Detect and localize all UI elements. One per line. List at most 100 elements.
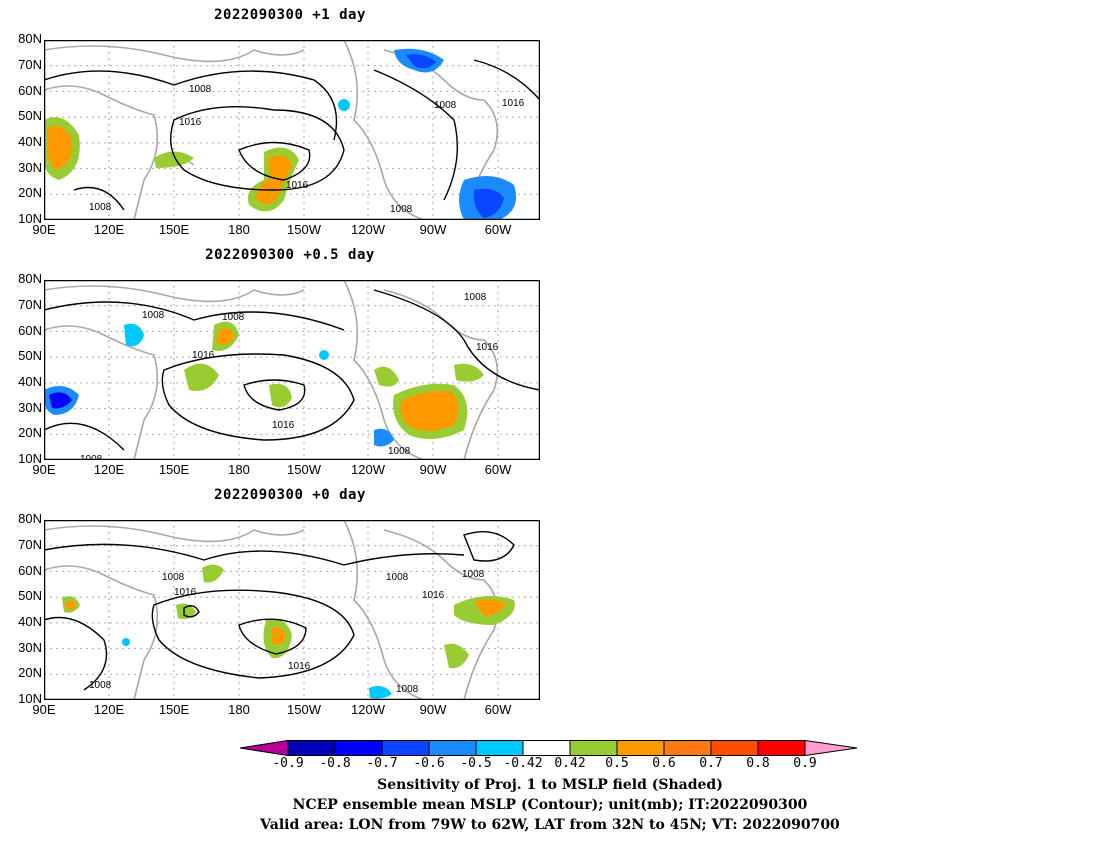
lat-label: 80N bbox=[18, 31, 42, 46]
lon-label: 60W bbox=[484, 702, 512, 717]
sensitivity-shading bbox=[44, 321, 484, 447]
colorbar-swatch bbox=[476, 740, 523, 756]
lon-label: 120E bbox=[93, 702, 125, 717]
lat-label: 20N bbox=[18, 425, 42, 440]
lon-label: 180 bbox=[228, 462, 250, 477]
lon-label: 150W bbox=[287, 462, 321, 477]
lon-label: 120W bbox=[351, 462, 385, 477]
caption-sensitivity: Sensitivity of Proj. 1 to MSLP field (Sh… bbox=[377, 777, 723, 793]
colorbar bbox=[240, 740, 858, 756]
colorbar-label: -0.6 bbox=[413, 756, 445, 771]
lat-label: 20N bbox=[18, 185, 42, 200]
contour-label: 1008 bbox=[222, 312, 245, 323]
contour-labels: 1008 1016 1008 1008 1016 1016 1008 1008 bbox=[89, 569, 485, 695]
map-panel-plus1day: 1008 1016 1008 1016 1016 1008 1008 bbox=[44, 40, 540, 220]
mslp-contours bbox=[44, 531, 515, 691]
contour-label: 1008 bbox=[189, 84, 212, 95]
lon-label: 90E bbox=[32, 462, 56, 477]
lat-label: 40N bbox=[18, 134, 42, 149]
coastlines bbox=[44, 280, 499, 460]
lat-label: 60N bbox=[18, 83, 42, 98]
contour-labels: 1008 1016 1008 1016 1016 1008 1008 bbox=[89, 84, 525, 215]
contour-label: 1016 bbox=[286, 180, 309, 191]
lat-label: 50N bbox=[18, 588, 42, 603]
lat-label: 10N bbox=[18, 451, 42, 466]
contour-label: 1008 bbox=[464, 292, 487, 303]
sensitivity-shading bbox=[62, 564, 515, 699]
lat-label: 60N bbox=[18, 563, 42, 578]
sensitivity-shading bbox=[44, 48, 517, 220]
map-frame bbox=[44, 520, 540, 700]
contour-label: 1008 bbox=[396, 684, 419, 695]
lon-label: 120W bbox=[351, 222, 385, 237]
contour-label: 1016 bbox=[174, 587, 197, 598]
colorbar-swatch bbox=[711, 740, 758, 756]
lon-label: 90W bbox=[419, 222, 447, 237]
lat-label: 60N bbox=[18, 323, 42, 338]
lat-label: 10N bbox=[18, 691, 42, 706]
lon-label: 150E bbox=[158, 702, 190, 717]
colorbar-label: -0.9 bbox=[272, 756, 304, 771]
colorbar-outline bbox=[240, 740, 858, 756]
map-panel-plus05day: 1008 1008 1016 1008 1016 1008 1016 1008 bbox=[44, 280, 540, 460]
lon-label: 120E bbox=[93, 222, 125, 237]
lat-label: 70N bbox=[18, 57, 42, 72]
contour-label: 1016 bbox=[502, 98, 525, 109]
lat-label: 20N bbox=[18, 665, 42, 680]
colorbar-swatch bbox=[429, 740, 476, 756]
map-frame bbox=[44, 280, 540, 460]
colorbar-swatch bbox=[758, 740, 805, 756]
contour-label: 1008 bbox=[89, 202, 112, 213]
contour-label: 1016 bbox=[179, 117, 202, 128]
contour-label: 1016 bbox=[422, 590, 445, 601]
lat-label: 80N bbox=[18, 511, 42, 526]
lon-label: 150E bbox=[158, 222, 190, 237]
colorbar-label: -0.5 bbox=[460, 756, 492, 771]
colorbar-label: 0.5 bbox=[605, 756, 629, 771]
contour-label: 1008 bbox=[142, 310, 165, 321]
colorbar-right-triangle bbox=[805, 740, 857, 756]
contour-label: 1016 bbox=[192, 350, 215, 361]
colorbar-swatch bbox=[570, 740, 617, 756]
colorbar-label: -0.8 bbox=[319, 756, 351, 771]
lon-label: 180 bbox=[228, 222, 250, 237]
colorbar-label: 0.6 bbox=[652, 756, 676, 771]
lat-label: 30N bbox=[18, 160, 42, 175]
lat-label: 70N bbox=[18, 537, 42, 552]
lon-label: 150W bbox=[287, 222, 321, 237]
lon-label: 90W bbox=[419, 462, 447, 477]
colorbar-swatch bbox=[617, 740, 664, 756]
lon-label: 90E bbox=[32, 222, 56, 237]
lon-label: 90W bbox=[419, 702, 447, 717]
coastlines bbox=[44, 520, 499, 700]
contour-label: 1008 bbox=[89, 680, 112, 691]
colorbar-label: -0.42 bbox=[503, 756, 543, 771]
colorbar-label: 0.9 bbox=[793, 756, 817, 771]
colorbar-swatch bbox=[382, 740, 429, 756]
lat-label: 40N bbox=[18, 374, 42, 389]
lat-label: 30N bbox=[18, 640, 42, 655]
lon-label: 60W bbox=[484, 222, 512, 237]
contour-labels: 1008 1008 1016 1008 1016 1008 1016 1008 bbox=[80, 292, 499, 460]
contour-label: 1016 bbox=[272, 420, 295, 431]
lon-label: 150E bbox=[158, 462, 190, 477]
lat-label: 80N bbox=[18, 271, 42, 286]
colorbar-swatch bbox=[664, 740, 711, 756]
contour-label: 1008 bbox=[434, 100, 457, 111]
panel-title-plus05day: 2022090300 +0.5 day bbox=[205, 247, 375, 263]
mslp-contours bbox=[44, 289, 540, 451]
lat-label: 40N bbox=[18, 614, 42, 629]
lon-label: 120E bbox=[93, 462, 125, 477]
panel-title-plus0day: 2022090300 +0 day bbox=[214, 487, 366, 503]
mslp-contours bbox=[44, 59, 540, 211]
panel-title-plus1day: 2022090300 +1 day bbox=[214, 7, 366, 23]
lon-label: 60W bbox=[484, 462, 512, 477]
contour-label: 1016 bbox=[288, 661, 311, 672]
lon-label: 120W bbox=[351, 702, 385, 717]
lat-label: 50N bbox=[18, 108, 42, 123]
caption-valid-area: Valid area: LON from 79W to 62W, LAT fro… bbox=[260, 817, 840, 833]
contour-label: 1008 bbox=[390, 204, 413, 215]
colorbar-swatch bbox=[288, 740, 335, 756]
contour-label: 1008 bbox=[462, 569, 485, 580]
colorbar-left-triangle bbox=[240, 740, 288, 756]
